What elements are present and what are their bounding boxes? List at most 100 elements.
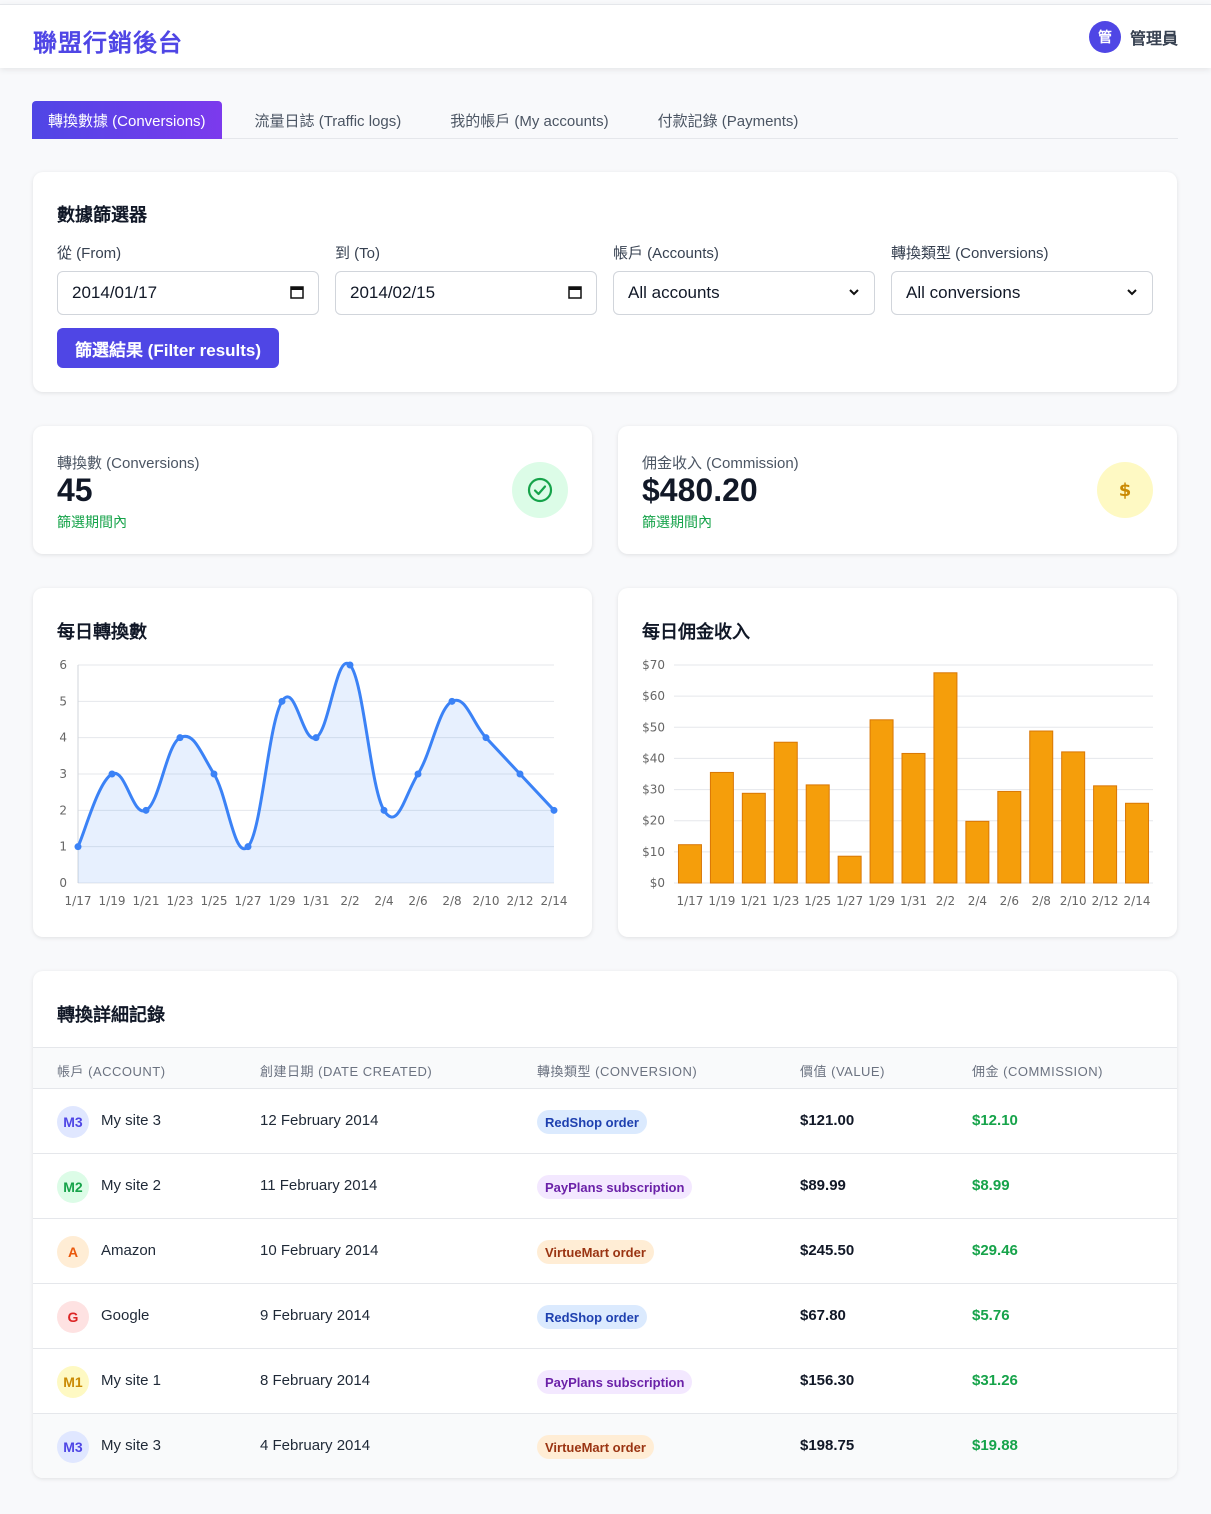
data-point (244, 843, 252, 851)
conversions-select[interactable]: All conversions (891, 271, 1153, 315)
y-tick-label: 3 (59, 767, 67, 781)
th-commission[interactable]: 佣金 (COMMISSION) (972, 1064, 1103, 1079)
calendar-icon[interactable] (568, 285, 582, 302)
table-row[interactable]: M2 My site 2 11 February 2014 PayPlans subs… (33, 1154, 1177, 1219)
x-tick-label: 2/12 (1092, 894, 1119, 908)
conversions-stat-value: 45 (57, 472, 93, 508)
accounts-label: 帳戶 (Accounts) (613, 245, 719, 262)
bar (997, 790, 1022, 884)
y-tick-label: $30 (642, 783, 665, 797)
x-tick-label: 1/31 (900, 894, 927, 908)
x-tick-label: 2/6 (1000, 894, 1019, 908)
bar (805, 784, 830, 884)
x-tick-label: 2/14 (541, 894, 568, 908)
accounts-field: 帳戶 (Accounts) All accounts (613, 242, 875, 315)
table-header: 帳戶 (ACCOUNT) 創建日期 (DATE CREATED) 轉換類型 (C… (33, 1047, 1177, 1089)
account-avatar: M2 (57, 1171, 89, 1203)
bar (837, 855, 862, 884)
bar (1061, 751, 1086, 884)
bar (965, 820, 990, 884)
account-name: My site 3 (101, 1437, 162, 1454)
value-cell: $67.80 (800, 1307, 846, 1324)
user-avatar[interactable]: 管 (1088, 21, 1121, 53)
bar (709, 771, 734, 884)
x-tick-label: 1/23 (167, 894, 194, 908)
th-conversion[interactable]: 轉換類型 (CONVERSION) (537, 1064, 698, 1079)
x-tick-label: 1/31 (303, 894, 330, 908)
chevron-down-icon (848, 285, 860, 301)
x-tick-label: 2/4 (968, 894, 987, 908)
x-tick-label: 2/8 (1032, 894, 1051, 908)
data-point (550, 806, 558, 814)
data-point (448, 697, 456, 705)
data-point (74, 843, 82, 851)
user-menu[interactable]: 管 管理員 (1088, 21, 1178, 53)
y-tick-label: 0 (59, 876, 67, 890)
x-tick-label: 2/10 (1060, 894, 1087, 908)
x-tick-label: 2/8 (442, 894, 461, 908)
data-point (414, 770, 422, 778)
account-avatar: A (57, 1236, 89, 1268)
conversion-type-badge: RedShop order (537, 1110, 647, 1134)
conversion-details-card: 轉換詳細記錄 帳戶 (ACCOUNT) 創建日期 (DATE CREATED) … (33, 971, 1177, 1478)
to-label: 到 (To) (335, 245, 381, 262)
chart-title: 每日佣金收入 (642, 622, 750, 642)
bar (1125, 802, 1150, 884)
data-point (346, 661, 354, 669)
conversions-field: 轉換類型 (Conversions) All conversions (891, 242, 1153, 315)
x-tick-label: 1/25 (804, 894, 831, 908)
conversion-type-badge: VirtueMart order (537, 1240, 654, 1264)
date-created: 4 February 2014 (260, 1437, 371, 1454)
main-tabs: 轉換數據 (Conversions) 流量日誌 (Traffic logs) 我… (32, 101, 1178, 139)
x-tick-label: 2/6 (408, 894, 427, 908)
conversion-type-badge: VirtueMart order (537, 1435, 654, 1459)
bar (1029, 730, 1054, 884)
value-cell: $121.00 (800, 1112, 855, 1129)
th-account[interactable]: 帳戶 (ACCOUNT) (57, 1064, 166, 1079)
accounts-select[interactable]: All accounts (613, 271, 875, 315)
calendar-icon[interactable] (290, 285, 304, 302)
accounts-select-value: All accounts (628, 283, 720, 302)
daily-conversions-chart-card: 每日轉換數 0 1 2 3 4 5 6 1/17 1/19 1/21 1/23 1/25 1/27 1/2… (33, 588, 592, 937)
date-created: 10 February 2014 (260, 1242, 379, 1259)
table-row[interactable]: A Amazon 10 February 2014 VirtueMart order $… (33, 1219, 1177, 1284)
date-created: 12 February 2014 (260, 1112, 379, 1129)
from-label: 從 (From) (57, 245, 122, 262)
th-value[interactable]: 價值 (VALUE) (800, 1064, 885, 1079)
tab-payments[interactable]: 付款記錄 (Payments) (657, 112, 799, 130)
bar (741, 792, 766, 884)
user-name[interactable]: 管理員 (1129, 31, 1178, 48)
tab-my-accounts[interactable]: 我的帳戶 (My accounts) (450, 112, 609, 130)
conversion-type-badge: PayPlans subscription (537, 1175, 693, 1199)
conversions-stat-note: 篩選期間內 (57, 514, 127, 530)
account-name: My site 2 (101, 1177, 162, 1194)
bar (933, 672, 958, 884)
y-tick-label: $0 (650, 876, 665, 890)
table-row[interactable]: M3 My site 3 4 February 2014 VirtueMart ord… (33, 1414, 1177, 1478)
value-cell: $89.99 (800, 1177, 846, 1194)
bar (869, 719, 894, 884)
data-point (516, 770, 524, 778)
y-tick-label: 5 (59, 694, 67, 708)
th-date-created[interactable]: 創建日期 (DATE CREATED) (260, 1064, 433, 1079)
table-row[interactable]: G Google 9 February 2014 RedShop order $67.8… (33, 1284, 1177, 1349)
conversions-label: 轉換類型 (Conversions) (891, 245, 1049, 262)
x-tick-label: 1/25 (201, 894, 228, 908)
value-cell: $198.75 (800, 1437, 855, 1454)
x-tick-label: 2/14 (1124, 894, 1151, 908)
table-row[interactable]: M1 My site 1 8 February 2014 PayPlans subsc… (33, 1349, 1177, 1414)
account-name: My site 1 (101, 1372, 162, 1389)
daily-conversions-chart: 0 1 2 3 4 5 6 1/17 1/19 1/21 1/23 1/25 1/27 1/29 1/31 2… (59, 658, 568, 908)
commission-cell: $8.99 (972, 1177, 1010, 1194)
filter-results-button[interactable]: 篩選結果 (Filter results) (57, 328, 279, 368)
commission-stat-label: 佣金收入 (Commission) (642, 455, 799, 472)
account-avatar: M3 (57, 1106, 89, 1138)
value-cell: $156.30 (800, 1372, 855, 1389)
tab-traffic-logs[interactable]: 流量日誌 (Traffic logs) (254, 112, 402, 130)
tab-conversions[interactable]: 轉換數據 (Conversions) (32, 101, 222, 139)
filter-title: 數據篩選器 (57, 205, 147, 225)
from-date-input[interactable]: 2014/01/17 (57, 271, 319, 315)
to-date-input[interactable]: 2014/02/15 (335, 271, 597, 315)
table-row[interactable]: M3 My site 3 12 February 2014 RedShop order… (33, 1089, 1177, 1154)
commission-stat-value: $480.20 (642, 472, 758, 508)
